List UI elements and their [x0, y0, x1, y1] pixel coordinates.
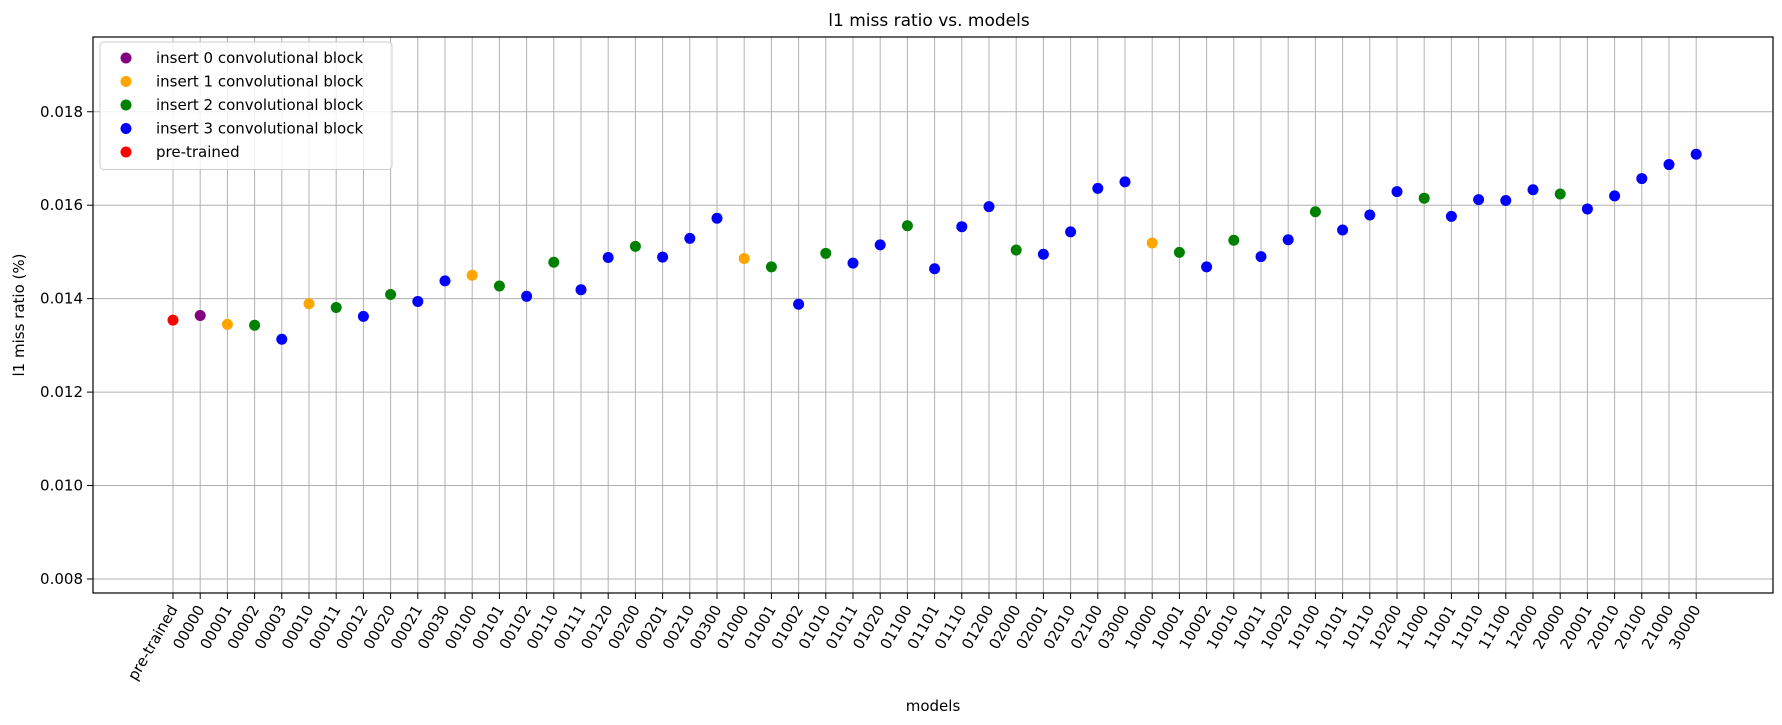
data-point-pre-trained [167, 314, 179, 326]
data-point-00020 [385, 288, 397, 300]
data-point-00210 [684, 232, 696, 244]
data-point-01000 [738, 252, 750, 264]
data-point-10011 [1255, 251, 1267, 263]
data-point-10010 [1228, 234, 1240, 246]
legend-label: insert 1 convolutional block [156, 73, 363, 91]
data-point-00201 [657, 251, 669, 263]
plot-frame [92, 36, 1774, 594]
data-point-00102 [521, 290, 533, 302]
data-point-01002 [793, 298, 805, 310]
data-point-20001 [1581, 203, 1593, 215]
data-point-00110 [548, 256, 560, 268]
data-point-20100 [1636, 173, 1648, 185]
data-point-00200 [629, 240, 641, 252]
y-tick-label: 0.008 [40, 570, 83, 588]
data-point-02100 [1092, 182, 1104, 194]
data-point-02010 [1065, 226, 1077, 238]
data-point-00012 [357, 310, 369, 322]
legend-box [99, 41, 393, 170]
data-point-20000 [1554, 188, 1566, 200]
data-point-10000 [1146, 237, 1158, 249]
data-points [167, 148, 1702, 345]
data-point-01020 [874, 239, 886, 251]
data-point-00030 [439, 275, 451, 287]
data-point-10002 [1201, 261, 1213, 273]
y-axis: 0.008 0.010 0.012 0.014 0.016 0.018 [40, 103, 93, 588]
data-point-21000 [1663, 159, 1675, 171]
data-point-03000 [1119, 176, 1131, 188]
data-point-10101 [1337, 224, 1349, 236]
data-point-01101 [929, 263, 941, 275]
data-point-01100 [901, 220, 913, 232]
data-point-20010 [1609, 190, 1621, 202]
data-point-11100 [1500, 195, 1512, 207]
data-point-00000 [194, 309, 206, 321]
data-point-10100 [1309, 206, 1321, 218]
y-tick-label: 0.010 [40, 477, 83, 495]
data-point-02000 [1010, 244, 1022, 256]
y-tick-label: 0.014 [40, 290, 83, 308]
data-point-01001 [765, 261, 777, 273]
x-axis-label: models [906, 697, 961, 715]
y-axis-label: l1 miss ratio (%) [10, 254, 28, 377]
data-point-01011 [847, 257, 859, 269]
data-point-30000 [1690, 148, 1702, 160]
data-point-11001 [1445, 210, 1457, 222]
chart-title: l1 miss ratio vs. models [828, 11, 1030, 31]
data-point-01010 [820, 247, 832, 259]
data-point-00101 [493, 280, 505, 292]
data-point-00021 [412, 295, 424, 307]
legend-marker [120, 99, 132, 111]
data-point-00300 [711, 212, 723, 224]
data-point-00111 [575, 284, 587, 296]
legend-label: insert 3 convolutional block [156, 120, 363, 138]
legend-marker [120, 123, 132, 134]
data-point-00010 [303, 298, 315, 310]
legend-label: insert 0 convolutional block [156, 49, 363, 67]
data-point-00100 [466, 269, 478, 281]
data-point-01110 [956, 221, 968, 233]
data-point-01200 [983, 201, 995, 213]
data-point-00002 [249, 319, 261, 331]
legend-marker [120, 146, 132, 158]
legend-marker [120, 76, 132, 87]
y-tick-label: 0.016 [40, 196, 83, 214]
y-tick-label: 0.018 [40, 103, 83, 121]
legend-marker [120, 52, 132, 64]
legend: insert 0 convolutional block insert 1 con… [99, 41, 393, 170]
data-point-00003 [276, 333, 288, 345]
data-point-10001 [1173, 246, 1185, 258]
data-point-00120 [602, 252, 614, 264]
data-point-10020 [1282, 234, 1294, 246]
data-point-10110 [1364, 209, 1376, 221]
legend-label: pre-trained [156, 143, 240, 161]
data-point-11010 [1473, 194, 1485, 206]
legend-label: insert 2 convolutional block [156, 96, 363, 114]
data-point-12000 [1527, 184, 1539, 196]
data-point-02001 [1037, 248, 1049, 260]
data-point-00011 [330, 302, 342, 314]
y-tick-label: 0.012 [40, 383, 83, 401]
data-point-10200 [1391, 186, 1403, 198]
data-point-00001 [221, 318, 233, 330]
x-axis: pre-trained00000000010000200003000100001… [124, 593, 1705, 683]
data-point-11000 [1418, 192, 1430, 204]
